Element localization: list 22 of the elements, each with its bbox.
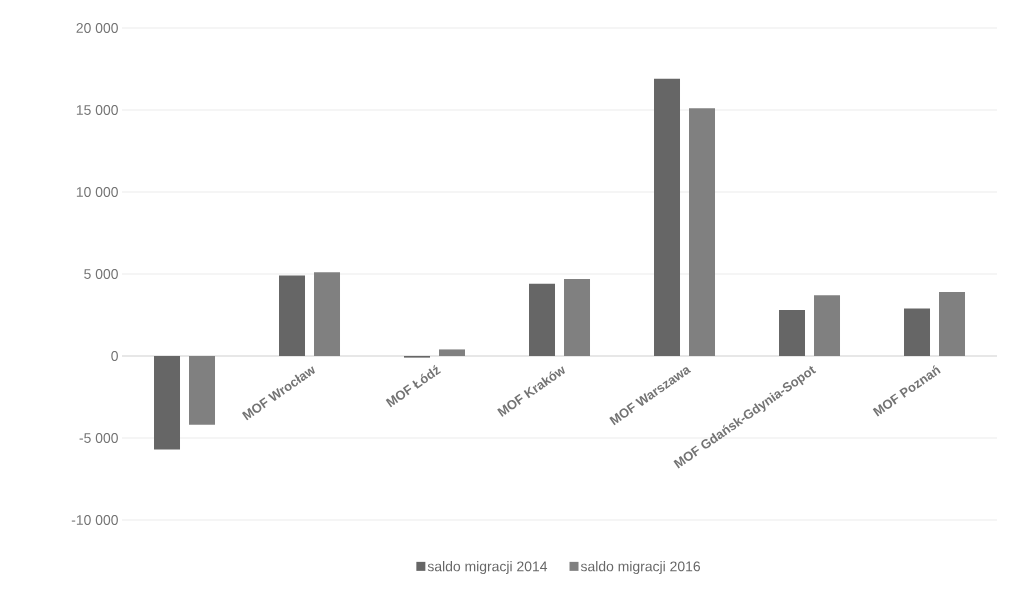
bar xyxy=(439,349,466,356)
bar xyxy=(189,355,216,425)
y-tick-label: 5 000 xyxy=(84,269,118,279)
bar xyxy=(154,355,181,450)
bar xyxy=(904,308,931,356)
y-tick-label: 0 xyxy=(111,351,118,361)
y-tick-label: -5 000 xyxy=(79,433,118,443)
bar xyxy=(564,278,591,356)
y-tick-label: 20 000 xyxy=(76,23,118,33)
bar xyxy=(314,272,341,356)
bar xyxy=(529,283,556,356)
bar xyxy=(654,78,681,356)
bar xyxy=(814,295,841,356)
y-tick-label: 15 000 xyxy=(76,105,118,115)
legend-label: saldo migracji 2014 xyxy=(427,561,548,575)
legend-label: saldo migracji 2016 xyxy=(580,561,701,575)
bar xyxy=(779,310,806,356)
y-tick-label: -10 000 xyxy=(71,515,118,525)
bar xyxy=(939,292,966,356)
bar xyxy=(689,108,716,356)
y-tick-label: 10 000 xyxy=(76,187,118,197)
bar xyxy=(279,275,306,356)
